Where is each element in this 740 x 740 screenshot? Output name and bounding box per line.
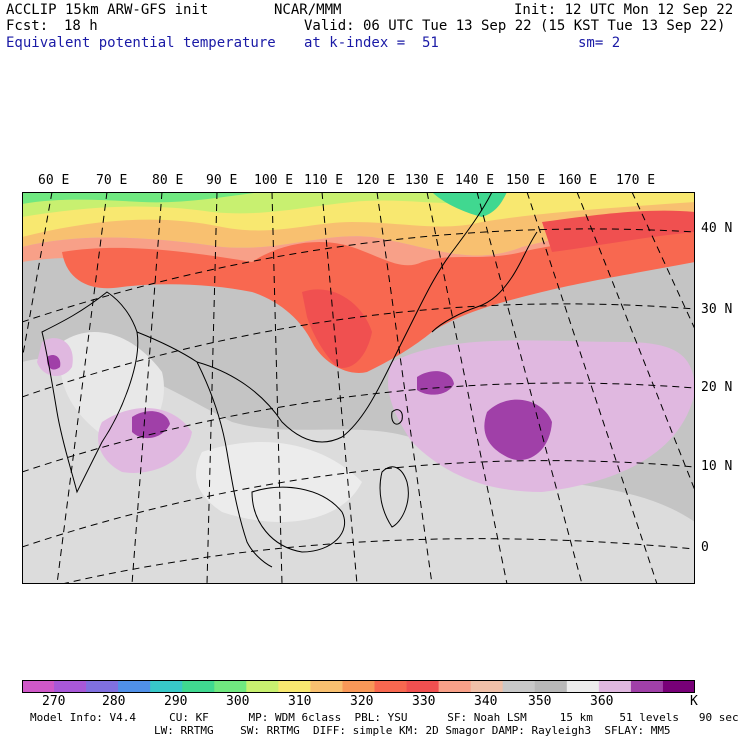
lat-line-10: [22, 460, 695, 548]
lon-label: 160 E: [558, 173, 598, 188]
se-asia-coastline: [136, 331, 273, 568]
center-label: NCAR/MMM: [274, 2, 342, 18]
colorbar-tick: 330: [412, 694, 436, 709]
lon-label: 150 E: [506, 173, 546, 188]
colorbar-cell: [566, 680, 600, 693]
forecast-hour: 18 h: [64, 18, 98, 34]
colorbar-tick: 320: [350, 694, 374, 709]
deep-red-core: [302, 289, 372, 368]
taiwan-coastline: [391, 409, 403, 425]
light-gray-region: [22, 357, 695, 584]
lon-line-150: [526, 192, 658, 584]
lon-label: 140 E: [455, 173, 495, 188]
lon-line-160: [576, 192, 695, 492]
yellow-patch-east: [582, 192, 695, 198]
lon-label: 60 E: [38, 173, 70, 188]
colorbar-tick: 340: [474, 694, 498, 709]
colorbar-cell: [182, 680, 215, 693]
lat-label: 0: [701, 540, 709, 555]
colorbar-tick: 300: [226, 694, 250, 709]
lon-line-80: [131, 192, 163, 584]
colorbar-tick: 310: [288, 694, 312, 709]
colorbar-cell: [598, 680, 632, 693]
colorbar-tick: 360: [590, 694, 614, 709]
lon-label: 100 E: [254, 173, 294, 188]
colorbar-tick: 280: [102, 694, 126, 709]
colorbar-cell: [630, 680, 664, 693]
lon-line-140: [476, 192, 583, 584]
lon-label: 130 E: [405, 173, 445, 188]
colorbar-cell: [246, 680, 279, 693]
field-name: Equivalent potential temperature: [6, 35, 276, 51]
lon-line-90: [206, 192, 218, 584]
lilac-region-east: [622, 349, 683, 400]
colorbar-tick: 290: [164, 694, 188, 709]
colorbar-tick: 350: [528, 694, 552, 709]
lon-label: 90 E: [206, 173, 238, 188]
colorbar-cell: [502, 680, 536, 693]
lat-label: 20 N: [701, 380, 733, 395]
lon-label: 70 E: [96, 173, 128, 188]
lat-line-20: [22, 382, 695, 473]
lat-line-0: [61, 538, 695, 584]
lon-line-100: [271, 192, 283, 584]
init-time: Init: 12 UTC Mon 12 Sep 22: [514, 2, 734, 18]
philippines-coastline: [379, 466, 409, 528]
purple-core-east: [484, 399, 552, 461]
india-coastline: [41, 291, 139, 494]
physics-info-line: LW: RRTMG SW: RRTMG DIFF: simple KM: 2D …: [154, 724, 671, 737]
model-title: ACCLIP 15km ARW-GFS init: [6, 2, 209, 18]
colorbar-cell: [310, 680, 343, 693]
colorbar-cell: [662, 680, 695, 693]
lon-label: 120 E: [356, 173, 396, 188]
red-band-east: [542, 210, 695, 252]
colorbar-cell: [470, 680, 504, 693]
lon-line-70: [56, 192, 108, 584]
lat-label: 40 N: [701, 221, 733, 236]
colorbar-cell: [342, 680, 376, 693]
colorbar: [22, 680, 695, 693]
smoothing-value: sm= 2: [578, 35, 621, 51]
valid-time: Valid: 06 UTC Tue 13 Sep 22 (15 KST Tue …: [304, 18, 726, 34]
lon-line-120: [376, 192, 433, 584]
model-info-line: Model Info: V4.4 CU: KF MP: WDM 6class P…: [30, 711, 739, 724]
colorbar-cell: [86, 680, 119, 693]
green-patch-west: [22, 192, 262, 204]
lat-line-30: [22, 303, 695, 398]
forecast-label: Fcst:: [6, 18, 49, 34]
colorbar-cell: [22, 680, 55, 693]
china-coastline: [196, 192, 493, 443]
level-index: at k-index = 51: [304, 35, 439, 51]
lon-label: 80 E: [152, 173, 184, 188]
red-region-china: [62, 232, 695, 373]
purple-core-bay: [132, 411, 170, 439]
lon-label: 170 E: [616, 173, 656, 188]
lat-label: 30 N: [701, 302, 733, 317]
colorbar-cell: [54, 680, 87, 693]
lon-label: 110 E: [304, 173, 344, 188]
lon-line-130: [426, 192, 508, 584]
theta-e-map: [22, 192, 695, 584]
colorbar-cell: [406, 680, 440, 693]
lat-label: 10 N: [701, 459, 733, 474]
colorbar-tick: 270: [42, 694, 66, 709]
map-frame: [22, 192, 695, 584]
lat-line-40: [22, 228, 695, 323]
colorbar-cell: [438, 680, 472, 693]
lon-line-110: [321, 192, 358, 584]
colorbar-cell: [278, 680, 311, 693]
colorbar-cell: [118, 680, 151, 693]
colorbar-cell: [214, 680, 247, 693]
borneo-coastline: [251, 486, 345, 553]
colorbar-frame: [22, 680, 695, 693]
colorbar-cell: [534, 680, 568, 693]
japan-coastline: [431, 231, 538, 333]
colorbar-cell: [374, 680, 408, 693]
colorbar-cell: [150, 680, 183, 693]
lon-line-60: [22, 192, 53, 363]
colorbar-unit: K: [690, 694, 698, 709]
purple-core-west: [46, 355, 61, 370]
